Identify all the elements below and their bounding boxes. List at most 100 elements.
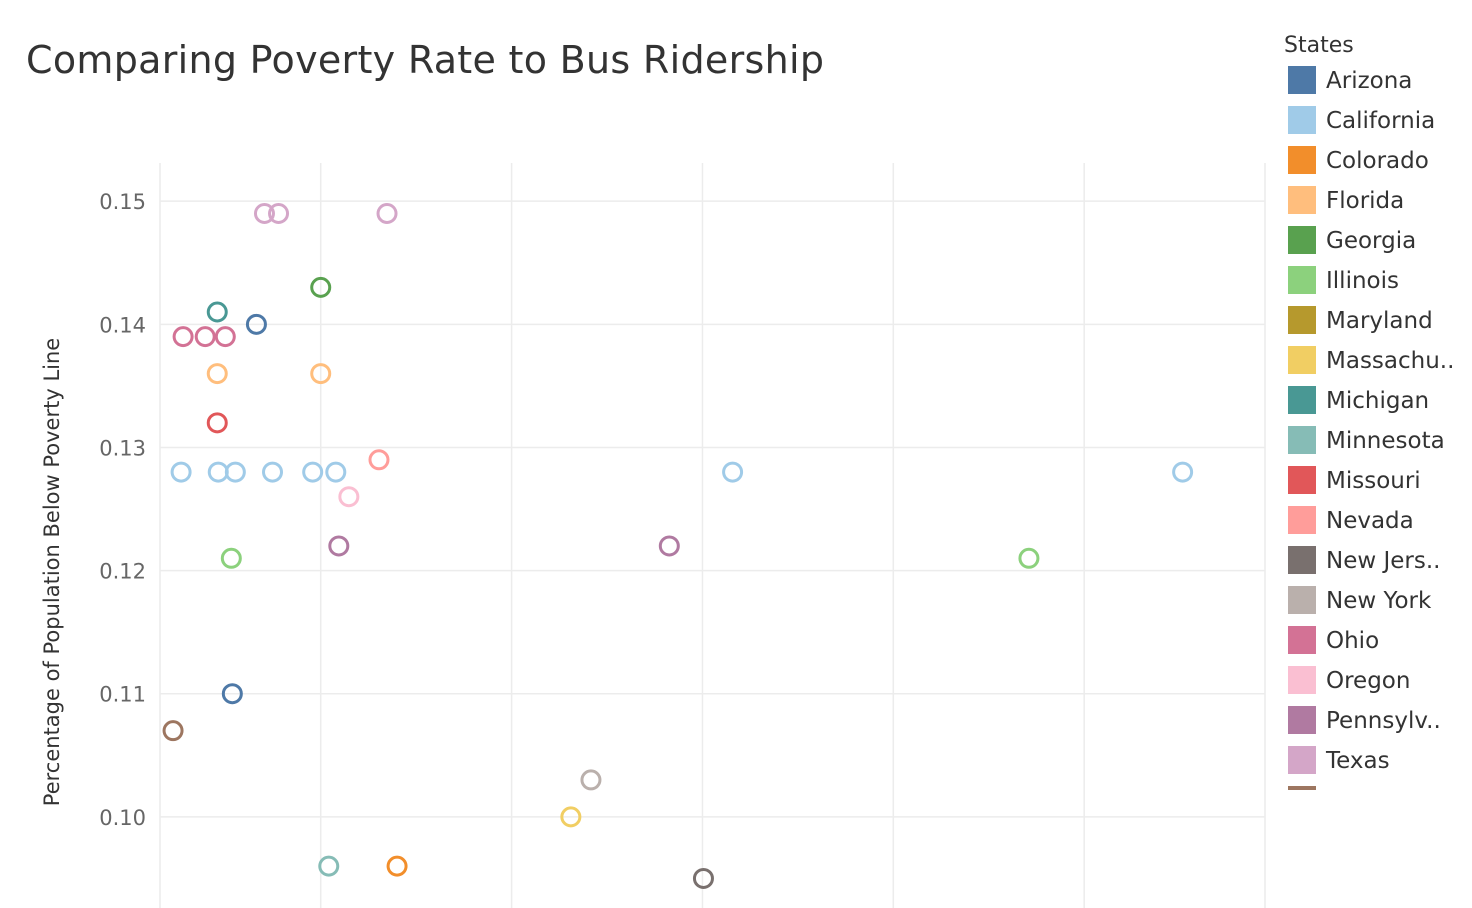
data-point[interactable] — [658, 535, 680, 557]
legend-label: Michigan — [1326, 388, 1430, 414]
legend-label: Oregon — [1326, 668, 1411, 694]
legend-item[interactable]: Florida — [1288, 186, 1472, 214]
legend-swatch — [1288, 146, 1316, 174]
y-tick-label: 0.12 — [99, 560, 146, 584]
data-point[interactable] — [386, 855, 408, 877]
legend-swatch — [1288, 426, 1316, 454]
legend-label: Texas — [1326, 748, 1390, 774]
data-point[interactable] — [245, 313, 267, 335]
legend-item[interactable]: Georgia — [1288, 226, 1472, 254]
data-point[interactable] — [560, 806, 582, 828]
legend-label: Maryland — [1326, 308, 1433, 334]
data-point[interactable] — [172, 326, 194, 348]
data-point[interactable] — [338, 486, 360, 508]
legend-item[interactable] — [1288, 786, 1472, 790]
legend-label: Massachu.. — [1326, 348, 1455, 374]
data-point[interactable] — [206, 301, 228, 323]
data-point[interactable] — [368, 449, 390, 471]
y-tick-label: 0.14 — [99, 313, 146, 337]
legend-label: Pennsylv.. — [1326, 708, 1441, 734]
legend-item[interactable]: Massachu.. — [1288, 346, 1472, 374]
data-point[interactable] — [262, 461, 284, 483]
data-point[interactable] — [318, 855, 340, 877]
y-axis-ticks: 0.15 0.14 0.13 0.12 0.11 0.10 — [99, 190, 146, 830]
legend-swatch — [1288, 746, 1316, 774]
legend-swatch — [1288, 386, 1316, 414]
legend-swatch — [1288, 186, 1316, 214]
legend-title: States — [1284, 33, 1354, 58]
y-tick-label: 0.10 — [99, 806, 146, 830]
legend-label: Colorado — [1326, 148, 1429, 174]
legend-swatch — [1288, 786, 1316, 790]
legend-item[interactable]: Missouri — [1288, 466, 1472, 494]
legend-item[interactable]: Pennsylv.. — [1288, 706, 1472, 734]
legend-label: California — [1326, 108, 1436, 134]
legend-item[interactable]: Texas — [1288, 746, 1472, 774]
legend-item[interactable]: New Jers.. — [1288, 546, 1472, 574]
legend-swatch — [1288, 586, 1316, 614]
data-point[interactable] — [692, 867, 714, 889]
legend-item[interactable]: Colorado — [1288, 146, 1472, 174]
data-point[interactable] — [206, 412, 228, 434]
legend-swatch — [1288, 546, 1316, 574]
legend-label: Illinois — [1326, 268, 1399, 294]
legend-item[interactable]: Maryland — [1288, 306, 1472, 334]
legend-swatch — [1288, 306, 1316, 334]
data-point[interactable] — [310, 276, 332, 298]
data-point[interactable] — [1172, 461, 1194, 483]
legend-label: Florida — [1326, 188, 1405, 214]
data-points — [162, 202, 1194, 889]
grid-lines — [159, 163, 1266, 908]
y-tick-label: 0.13 — [99, 436, 146, 460]
legend-label: Arizona — [1326, 68, 1413, 94]
legend-item[interactable]: Illinois — [1288, 266, 1472, 294]
legend-swatch — [1288, 466, 1316, 494]
legend-swatch — [1288, 506, 1316, 534]
data-point[interactable] — [170, 461, 192, 483]
legend-item[interactable]: California — [1288, 106, 1472, 134]
chart-title: Comparing Poverty Rate to Bus Ridership — [26, 38, 825, 82]
data-point[interactable] — [221, 683, 243, 705]
data-point[interactable] — [376, 202, 398, 224]
legend-swatch — [1288, 666, 1316, 694]
data-point[interactable] — [268, 202, 290, 224]
data-point[interactable] — [214, 326, 236, 348]
legend-swatch — [1288, 346, 1316, 374]
data-point[interactable] — [580, 769, 602, 791]
legend-label: Georgia — [1326, 228, 1417, 254]
legend-item[interactable]: Minnesota — [1288, 426, 1472, 454]
data-point[interactable] — [325, 461, 347, 483]
legend-item[interactable]: Ohio — [1288, 626, 1472, 654]
data-point[interactable] — [302, 461, 324, 483]
data-point[interactable] — [224, 461, 246, 483]
legend-item[interactable]: Oregon — [1288, 666, 1472, 694]
legend-label: Minnesota — [1326, 428, 1445, 454]
legend: Arizona California Colorado Florida Georgia I… — [1288, 66, 1472, 790]
legend-item[interactable]: New York — [1288, 586, 1472, 614]
data-point[interactable] — [722, 461, 744, 483]
legend-label: Nevada — [1326, 508, 1414, 534]
legend-item[interactable]: Arizona — [1288, 66, 1472, 94]
data-point[interactable] — [1018, 547, 1040, 569]
legend-swatch — [1288, 626, 1316, 654]
data-point[interactable] — [328, 535, 350, 557]
legend-label: Ohio — [1326, 628, 1380, 654]
scatter-plot: 0.15 0.14 0.13 0.12 0.11 0.10 — [99, 163, 1266, 908]
data-point[interactable] — [253, 202, 275, 224]
data-point[interactable] — [206, 363, 228, 385]
legend-label: New York — [1326, 588, 1432, 614]
data-point[interactable] — [220, 547, 242, 569]
data-point[interactable] — [162, 720, 184, 742]
y-tick-label: 0.15 — [99, 190, 146, 214]
y-tick-label: 0.11 — [99, 683, 146, 707]
data-point[interactable] — [310, 363, 332, 385]
legend-swatch — [1288, 226, 1316, 254]
legend-item[interactable]: Nevada — [1288, 506, 1472, 534]
data-point[interactable] — [207, 461, 229, 483]
legend-swatch — [1288, 706, 1316, 734]
legend-swatch — [1288, 66, 1316, 94]
legend-label: Missouri — [1326, 468, 1421, 494]
legend-item[interactable]: Michigan — [1288, 386, 1472, 414]
data-point[interactable] — [194, 326, 216, 348]
legend-swatch — [1288, 106, 1316, 134]
